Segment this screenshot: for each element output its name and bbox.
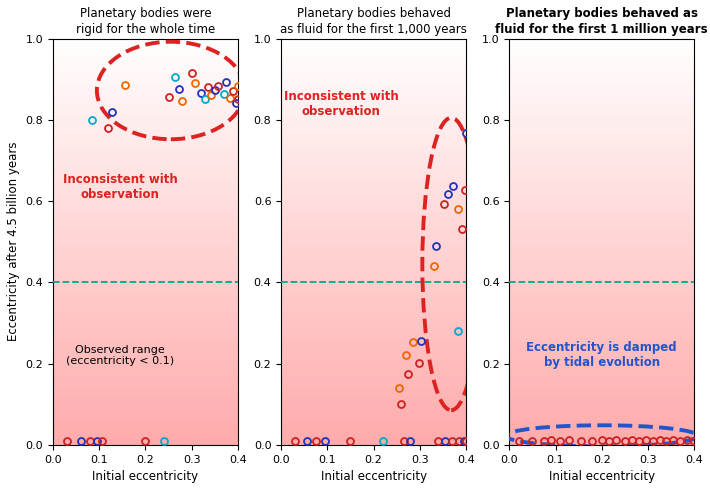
Y-axis label: Eccentricity after 4.5 billion years: Eccentricity after 4.5 billion years	[7, 142, 20, 342]
Text: Eccentricity is damped
by tidal evolution: Eccentricity is damped by tidal evolutio…	[526, 342, 677, 369]
Text: Observed range
(eccentricity < 0.1): Observed range (eccentricity < 0.1)	[66, 344, 174, 366]
X-axis label: Initial eccentricity: Initial eccentricity	[549, 470, 655, 483]
Title: Planetary bodies were
rigid for the whole time: Planetary bodies were rigid for the whol…	[76, 7, 215, 36]
Text: Inconsistent with
observation: Inconsistent with observation	[284, 90, 398, 118]
X-axis label: Initial eccentricity: Initial eccentricity	[92, 470, 199, 483]
X-axis label: Initial eccentricity: Initial eccentricity	[320, 470, 427, 483]
Text: Inconsistent with
observation: Inconsistent with observation	[62, 173, 178, 201]
Title: Planetary bodies behaved
as fluid for the first 1,000 years: Planetary bodies behaved as fluid for th…	[280, 7, 467, 36]
Title: Planetary bodies behaved as
fluid for the first 1 million years: Planetary bodies behaved as fluid for th…	[496, 7, 708, 36]
